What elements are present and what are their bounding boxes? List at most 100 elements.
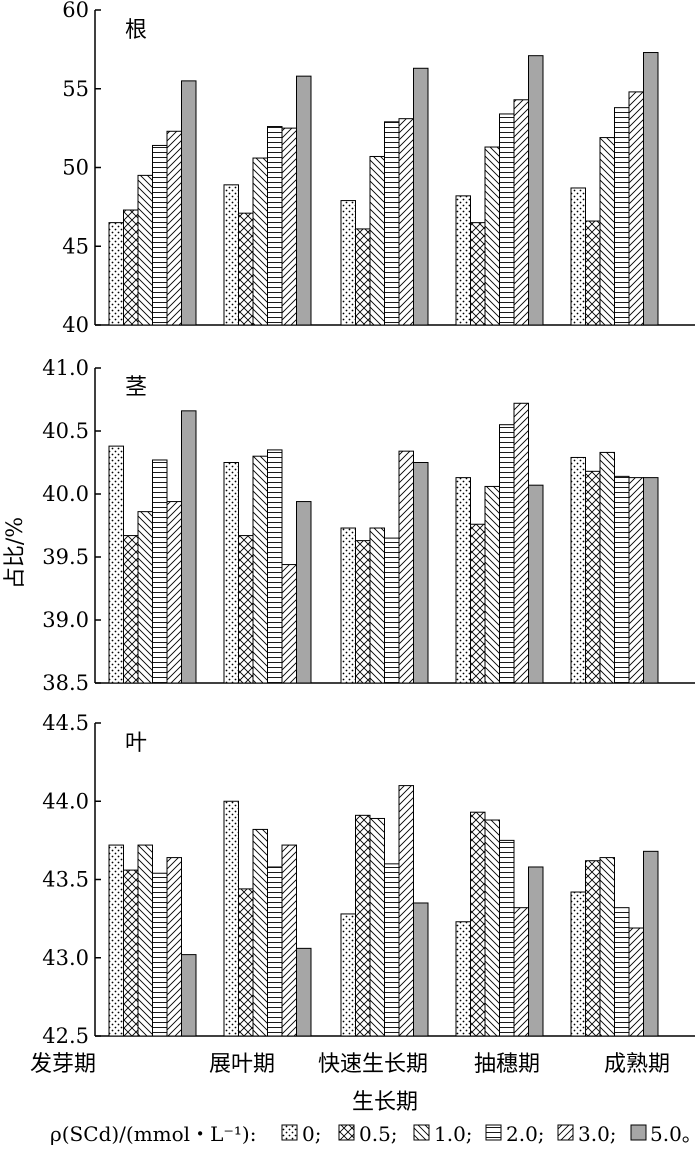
bar-root-maturity-1-0 bbox=[599, 137, 615, 326]
bar-leaf-heading-0 bbox=[455, 921, 471, 1037]
panel-stem-y-tick-label: 39.5 bbox=[42, 545, 89, 569]
panel-stem-y-tick-label: 41.0 bbox=[42, 356, 89, 380]
panel-root-y-tick-label: 60 bbox=[62, 0, 89, 22]
bar-stem-rapid-growth-0 bbox=[340, 527, 356, 684]
bar-root-germination-2-0 bbox=[152, 144, 168, 326]
bar-root-maturity-3-0 bbox=[628, 91, 644, 326]
bar-stem-germination-1-0 bbox=[137, 511, 153, 684]
bar-stem-germination-3-0 bbox=[166, 501, 182, 684]
bar-root-maturity-5-0 bbox=[643, 52, 659, 326]
bar-leaf-rapid-growth-1-0 bbox=[369, 817, 385, 1037]
bar-stem-rapid-growth-5-0 bbox=[413, 462, 429, 684]
legend-label-5-0: 5.0。 bbox=[650, 1122, 700, 1146]
bar-leaf-rapid-growth-0 bbox=[340, 913, 356, 1037]
legend-swatch-0 bbox=[281, 1124, 298, 1141]
bar-leaf-maturity-0-5 bbox=[585, 860, 601, 1037]
bar-leaf-leaf-expansion-0 bbox=[223, 800, 239, 1037]
bar-stem-heading-1-0 bbox=[484, 485, 500, 684]
bar-root-rapid-growth-1-0 bbox=[369, 155, 385, 326]
bar-stem-leaf-expansion-0 bbox=[223, 462, 239, 684]
bar-root-germination-0-5 bbox=[123, 209, 139, 326]
bar-root-heading-2-0 bbox=[499, 113, 515, 326]
panel-root-label: 根 bbox=[125, 18, 147, 43]
bar-root-rapid-growth-3-0 bbox=[398, 118, 414, 326]
bar-leaf-heading-2-0 bbox=[499, 839, 515, 1037]
legend: ρ(SCd)/(mmol・L⁻¹): 0; 0.5; 1.0; 2.0; 3.0… bbox=[50, 1122, 700, 1146]
legend-swatch-3-0 bbox=[557, 1124, 574, 1141]
bar-leaf-germination-5-0 bbox=[181, 954, 197, 1037]
bar-root-germination-5-0 bbox=[181, 80, 197, 326]
panel-stem-y-tick-label: 38.5 bbox=[42, 671, 89, 695]
bar-stem-maturity-5-0 bbox=[643, 477, 659, 684]
bar-root-heading-5-0 bbox=[528, 55, 544, 326]
bar-leaf-germination-3-0 bbox=[166, 857, 182, 1037]
x-tick-label-leaf-expansion: 展叶期 bbox=[209, 1052, 275, 1077]
bar-root-heading-1-0 bbox=[484, 146, 500, 326]
bar-leaf-maturity-0 bbox=[570, 891, 586, 1037]
bar-root-leaf-expansion-0 bbox=[223, 184, 239, 326]
bar-leaf-leaf-expansion-2-0 bbox=[267, 866, 283, 1037]
bar-root-maturity-0-5 bbox=[585, 220, 601, 326]
panel-root-y-tick-label: 40 bbox=[62, 313, 89, 337]
bar-stem-rapid-growth-2-0 bbox=[384, 537, 400, 684]
bar-stem-maturity-2-0 bbox=[614, 475, 630, 684]
panel-leaf-y-tick-label: 43.0 bbox=[42, 946, 89, 970]
bar-leaf-maturity-2-0 bbox=[614, 907, 630, 1037]
bar-leaf-germination-2-0 bbox=[152, 872, 168, 1037]
bar-stem-germination-0 bbox=[108, 445, 124, 684]
bar-leaf-leaf-expansion-0-5 bbox=[238, 888, 254, 1037]
bar-leaf-rapid-growth-5-0 bbox=[413, 902, 429, 1037]
bar-leaf-maturity-1-0 bbox=[599, 857, 615, 1037]
x-tick-label-maturity: 成熟期 bbox=[604, 1052, 670, 1077]
bar-root-maturity-0 bbox=[570, 187, 586, 326]
bar-leaf-rapid-growth-2-0 bbox=[384, 863, 400, 1037]
bar-stem-heading-0 bbox=[455, 477, 471, 684]
bar-root-rapid-growth-5-0 bbox=[413, 67, 429, 326]
bar-stem-maturity-3-0 bbox=[628, 477, 644, 684]
legend-label-1-0: 1.0; bbox=[434, 1122, 473, 1146]
bar-leaf-rapid-growth-0-5 bbox=[355, 814, 371, 1037]
bar-stem-heading-0-5 bbox=[470, 523, 486, 684]
x-tick-label-rapid-growth: 快速生长期 bbox=[318, 1052, 428, 1077]
bar-root-germination-1-0 bbox=[137, 174, 153, 326]
bar-leaf-germination-0-5 bbox=[123, 869, 139, 1037]
bar-stem-maturity-0 bbox=[570, 456, 586, 684]
bar-stem-leaf-expansion-0-5 bbox=[238, 535, 254, 684]
panel-leaf-bars bbox=[108, 785, 659, 1037]
panel-leaf-label: 叶 bbox=[125, 731, 147, 756]
bar-stem-heading-2-0 bbox=[499, 424, 515, 684]
bar-stem-rapid-growth-1-0 bbox=[369, 527, 385, 684]
panel-stem: 茎 38.5 39.0 39.5 40.0 40.5 41.0 bbox=[42, 356, 695, 695]
panel-leaf-y-tick-label: 44.5 bbox=[42, 711, 89, 735]
panel-root-y-tick-label: 50 bbox=[62, 156, 89, 180]
bar-stem-leaf-expansion-1-0 bbox=[252, 455, 268, 684]
legend-label-0: 0; bbox=[302, 1122, 321, 1146]
bar-leaf-leaf-expansion-5-0 bbox=[296, 947, 312, 1037]
bar-leaf-germination-1-0 bbox=[137, 844, 153, 1037]
x-tick-label-germination: 发芽期 bbox=[30, 1052, 96, 1077]
panel-stem-y-tick-label: 39.0 bbox=[42, 608, 89, 632]
legend-swatch-2-0 bbox=[485, 1124, 502, 1141]
bar-root-rapid-growth-2-0 bbox=[384, 121, 400, 326]
bar-leaf-maturity-5-0 bbox=[643, 850, 659, 1037]
legend-swatch-5-0 bbox=[630, 1124, 647, 1141]
panel-leaf: 叶 42.5 43.0 43.5 44.0 44.5 bbox=[42, 711, 695, 1048]
y-axis-title: 占比/% bbox=[3, 517, 28, 589]
bar-leaf-leaf-expansion-1-0 bbox=[252, 828, 268, 1037]
panel-stem-bars bbox=[108, 402, 659, 684]
bar-root-heading-0 bbox=[455, 195, 471, 326]
legend-swatch-1-0 bbox=[413, 1124, 430, 1141]
bar-leaf-rapid-growth-3-0 bbox=[398, 785, 414, 1037]
panel-leaf-y-tick-label: 42.5 bbox=[42, 1024, 89, 1048]
panel-leaf-y-tick-label: 44.0 bbox=[42, 789, 89, 813]
bar-root-germination-3-0 bbox=[166, 130, 182, 326]
panel-leaf-ticks: 42.5 43.0 43.5 44.0 44.5 bbox=[42, 711, 101, 1048]
bar-leaf-maturity-3-0 bbox=[628, 927, 644, 1037]
bar-root-leaf-expansion-0-5 bbox=[238, 212, 254, 326]
bar-stem-maturity-0-5 bbox=[585, 470, 601, 684]
bar-root-maturity-2-0 bbox=[614, 107, 630, 326]
panel-stem-y-tick-label: 40.5 bbox=[42, 419, 89, 443]
bar-root-leaf-expansion-2-0 bbox=[267, 126, 283, 326]
bar-stem-leaf-expansion-2-0 bbox=[267, 449, 283, 684]
